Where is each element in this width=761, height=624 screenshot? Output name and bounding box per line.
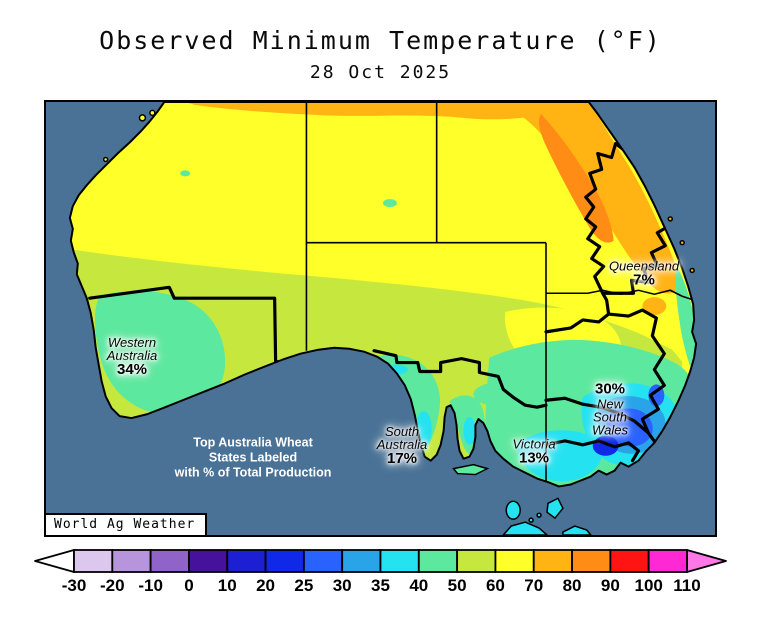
label-queensland: Queensland 7% bbox=[609, 260, 679, 289]
colorbar-segment bbox=[111, 549, 152, 573]
map-note: Top Australia Wheat States Labeled with … bbox=[175, 436, 332, 481]
colorbar-tick-label: 10 bbox=[218, 576, 237, 595]
colorbar-segment bbox=[341, 549, 382, 573]
colorbar-tick-label: 25 bbox=[294, 576, 313, 595]
colorbar-segment bbox=[264, 549, 305, 573]
colorbar-segment bbox=[417, 549, 459, 573]
state-percent: 7% bbox=[633, 271, 655, 289]
state-name: Australia bbox=[376, 437, 428, 452]
colorbar-tick-label: 30 bbox=[333, 576, 352, 595]
colorbar-segment bbox=[379, 549, 420, 573]
colorbar-tick-label: 70 bbox=[524, 576, 543, 595]
colorbar-segment bbox=[494, 549, 535, 573]
page-date: 28 Oct 2025 bbox=[309, 62, 452, 83]
colorbar-tick-label: -30 bbox=[62, 576, 87, 595]
map-note-line: with % of Total Production bbox=[174, 465, 332, 480]
islands bbox=[102, 109, 695, 535]
colorbar-tick-label: 90 bbox=[601, 576, 620, 595]
colorbar-svg: -30 -20 -10 0 10 20 25 30 35 40 50 60 70 80 90 100 110 bbox=[34, 549, 727, 595]
state-percent: 13% bbox=[518, 449, 550, 467]
colorbar-tick-label: 50 bbox=[448, 576, 467, 595]
state-name: South bbox=[593, 409, 627, 425]
label-western-australia: Western Australia 34% bbox=[107, 336, 158, 378]
state-name: Victoria bbox=[512, 436, 556, 452]
australia-temperature-map: Western Australia 34% South Australia 17… bbox=[44, 100, 717, 537]
colorbar-tick-label: 100 bbox=[635, 576, 663, 595]
state-name: New bbox=[596, 396, 624, 412]
label-victoria: Victoria 13% bbox=[512, 438, 555, 467]
basemap-svg bbox=[46, 102, 715, 535]
state-percent: 34% bbox=[116, 361, 148, 378]
colorbar-segment bbox=[456, 549, 497, 573]
colorbar-tick-label: 40 bbox=[409, 576, 428, 595]
colorbar-tick-label: 80 bbox=[563, 576, 582, 595]
state-name: Western bbox=[107, 335, 157, 350]
state-name: Queensland bbox=[608, 258, 680, 274]
colorbar-segment bbox=[226, 549, 267, 573]
colorbar-segment bbox=[188, 549, 229, 573]
state-name: Australia bbox=[106, 348, 158, 363]
state-percent: 30% bbox=[594, 380, 626, 398]
colorbar-segment bbox=[302, 549, 344, 573]
colorbar-segment bbox=[73, 549, 114, 573]
map-note-line: Top Australia Wheat bbox=[193, 435, 313, 450]
coastline bbox=[68, 102, 698, 488]
colorbar-tick-label: -20 bbox=[100, 576, 125, 595]
colorbar-tick-label: 0 bbox=[184, 576, 193, 595]
colorbar-tick-label: 20 bbox=[256, 576, 275, 595]
colorbar-left-arrow bbox=[34, 549, 75, 573]
colorbar-segment bbox=[571, 549, 612, 573]
colorbar-segment bbox=[609, 549, 650, 573]
page-title: Observed Minimum Temperature (°F) bbox=[99, 26, 662, 55]
colorbar-tick-label: 60 bbox=[486, 576, 505, 595]
colorbar-tick-label: 110 bbox=[673, 576, 700, 595]
map-note-line: States Labeled bbox=[208, 450, 298, 465]
colorbar-right-arrow bbox=[686, 549, 727, 573]
colorbar-segment bbox=[647, 549, 688, 573]
state-name: Wales bbox=[592, 422, 628, 438]
colorbar-tick-label: 35 bbox=[371, 576, 390, 595]
label-new-south-wales: 30% New South Wales bbox=[592, 380, 628, 438]
colorbar-segment bbox=[149, 549, 190, 573]
state-percent: 17% bbox=[386, 450, 418, 467]
watermark-world-ag-weather: World Ag Weather bbox=[46, 513, 208, 535]
colorbar-segment bbox=[532, 549, 573, 573]
label-south-australia: South Australia 17% bbox=[377, 425, 428, 467]
colorbar-tick-label: -10 bbox=[138, 576, 163, 595]
temperature-colorbar: -30 -20 -10 0 10 20 25 30 35 40 50 60 70 80 90 100 110 bbox=[33, 549, 728, 601]
state-name: South bbox=[385, 424, 419, 439]
